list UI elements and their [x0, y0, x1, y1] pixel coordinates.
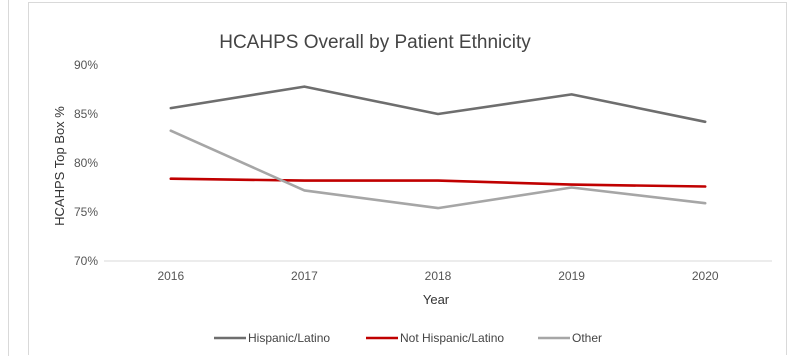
left-panel-edge [0, 0, 9, 356]
chart-frame [28, 2, 787, 355]
x-tick-label: 2017 [291, 269, 318, 283]
series-line-0 [169, 85, 707, 124]
y-tick-label: 70% [74, 254, 98, 268]
x-tick-label: 2020 [692, 269, 719, 283]
y-tick-label: 85% [74, 107, 98, 121]
y-axis-label: HCAHPS Top Box % [52, 106, 67, 226]
x-tick-label: 2018 [425, 269, 452, 283]
y-tick-label: 90% [74, 58, 98, 72]
y-tick-label: 80% [74, 156, 98, 170]
legend-label: Hispanic/Latino [248, 331, 330, 345]
series-line-1 [169, 177, 707, 188]
x-axis-label: Year [423, 292, 450, 307]
legend-label: Not Hispanic/Latino [400, 331, 504, 345]
y-tick-label: 75% [74, 205, 98, 219]
series-line-2 [169, 129, 707, 210]
x-tick-label: 2016 [157, 269, 184, 283]
legend-label: Other [572, 331, 602, 345]
x-tick-label: 2019 [558, 269, 585, 283]
chart-title: HCAHPS Overall by Patient Ethnicity [219, 32, 531, 53]
